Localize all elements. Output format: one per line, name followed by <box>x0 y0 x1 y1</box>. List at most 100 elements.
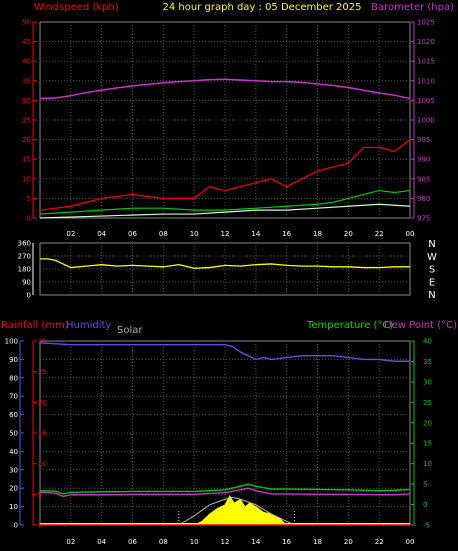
left-tick-label: 0 <box>27 215 31 223</box>
humidity-tick-label: 70 <box>9 393 18 401</box>
x-tick-label: 12 <box>221 538 230 546</box>
chart-title: 24 hour graph day : 05 December 2025 <box>163 2 362 13</box>
compass-label: W <box>427 252 437 263</box>
right-tick-label: 995 <box>417 136 430 144</box>
temp-tick-label: 20 <box>423 419 432 427</box>
temp-tick-label: -5 <box>423 522 430 530</box>
x-tick-label: 10 <box>190 230 199 238</box>
x-tick-label: 08 <box>159 230 168 238</box>
left-tick-label: 50 <box>22 19 31 27</box>
x-tick-label: 04 <box>97 230 106 238</box>
series-windspeed-kph- <box>39 139 411 211</box>
plot-frame <box>39 21 411 219</box>
series-wind-average <box>39 189 411 215</box>
left-tick-label: 5 <box>27 195 31 203</box>
compass-label: N <box>428 239 435 250</box>
humidity-tick-label: 40 <box>9 448 18 456</box>
x-tick-label: 00 <box>406 230 415 238</box>
rain-tick-label: 25 <box>38 368 47 376</box>
temp-tick-label: 40 <box>423 338 432 346</box>
humidity-tick-label: 50 <box>9 430 18 438</box>
left-tick-label: 45 <box>22 38 31 46</box>
left-tick-label: 40 <box>22 58 31 66</box>
x-tick-label: 06 <box>128 230 137 238</box>
humidity-tick-label: 20 <box>9 485 18 493</box>
direction-tick-label: 360 <box>18 240 31 248</box>
left-axis-title-wind: Windspeed (kph) <box>34 2 119 13</box>
x-tick-label: 20 <box>344 538 353 546</box>
series-wind-direction <box>40 258 410 269</box>
series-solar-max <box>178 496 295 526</box>
series-humidity <box>39 342 410 362</box>
left-tick-label: 35 <box>22 77 31 85</box>
humidity-tick-label: 10 <box>9 503 18 511</box>
left-tick-label: 15 <box>22 156 31 164</box>
x-tick-label: 14 <box>251 538 260 546</box>
right-tick-label: 1005 <box>417 97 435 105</box>
x-tick-label: 16 <box>282 538 291 546</box>
compass-label: N <box>428 290 435 301</box>
series-wind-lull <box>39 203 411 219</box>
x-tick-label: 20 <box>344 230 353 238</box>
direction-tick-label: 270 <box>18 253 31 261</box>
x-tick-label: 08 <box>159 538 168 546</box>
temp-tick-label: 25 <box>423 399 432 407</box>
x-tick-label: 10 <box>190 538 199 546</box>
left-tick-label: 25 <box>22 117 31 125</box>
direction-tick-label: 90 <box>22 279 31 287</box>
humidity-tick-label: 100 <box>5 338 18 346</box>
left-tick-label: 30 <box>22 97 31 105</box>
x-tick-label: 12 <box>221 230 230 238</box>
solar-baseline <box>40 523 410 525</box>
humidity-tick-label: 30 <box>9 466 18 474</box>
rain-tick-label: 15 <box>38 430 47 438</box>
right-tick-label: 1020 <box>417 38 435 46</box>
direction-tick-label: 180 <box>18 266 31 274</box>
right-tick-label: 985 <box>417 175 430 183</box>
rain-humidity-temperature-panel: 0 10 20 30 40 50 60 70 80 90 10 00 5 10 15 20 25 30 -5 0 5 10… <box>5 338 432 547</box>
left-tick-label: 10 <box>22 175 31 183</box>
compass-label: E <box>429 277 435 288</box>
temp-tick-label: 5 <box>423 481 427 489</box>
temp-tick-label: 10 <box>423 460 432 468</box>
right-tick-label: 1015 <box>417 58 435 66</box>
series-temperature-c- <box>39 483 411 495</box>
series-barometer-hpa- <box>39 78 411 100</box>
right-tick-label: 980 <box>417 195 430 203</box>
humidity-tick-label: 80 <box>9 374 18 382</box>
temp-tick-label: 0 <box>423 501 427 509</box>
right-tick-label: 975 <box>417 215 430 223</box>
compass-label: S <box>429 265 435 276</box>
x-tick-label: 18 <box>313 538 322 546</box>
humidity-axis-title: Humidity <box>66 320 111 331</box>
rainfall-axis-title: Rainfall (mm) <box>1 320 69 331</box>
x-tick-label: 06 <box>128 538 137 546</box>
right-tick-label: 990 <box>417 156 430 164</box>
right-tick-label: 1025 <box>417 19 435 27</box>
x-tick-label: 00 <box>406 538 415 546</box>
wind-barometer-panel: 0510152025303540455097598098599099510001… <box>22 19 435 239</box>
x-tick-label: 22 <box>375 230 384 238</box>
temp-tick-label: 35 <box>423 358 432 366</box>
x-tick-label: 14 <box>251 230 260 238</box>
humidity-tick-label: 60 <box>9 411 18 419</box>
rain-tick-label: 30 <box>38 338 47 346</box>
x-tick-label: 04 <box>97 538 106 546</box>
series-dew-point-c- <box>39 487 411 498</box>
x-tick-label: 02 <box>66 538 75 546</box>
x-tick-label: 16 <box>282 230 291 238</box>
right-tick-label: 1010 <box>417 77 435 85</box>
x-tick-label: 22 <box>375 538 384 546</box>
dew-point-axis-title: Dew Point (°C) <box>384 320 457 331</box>
right-axis-title-barometer: Barometer (hpa) <box>371 2 454 13</box>
humidity-tick-label: 0 <box>14 522 18 530</box>
plot-frame <box>39 242 411 296</box>
rain-tick-label: 20 <box>38 399 47 407</box>
x-tick-label: 18 <box>313 230 322 238</box>
temp-tick-label: 30 <box>423 378 432 386</box>
direction-tick-label: 0 <box>27 292 31 300</box>
temperature-axis-title: Temperature (°C) <box>306 320 393 331</box>
humidity-tick-label: 90 <box>9 356 18 364</box>
